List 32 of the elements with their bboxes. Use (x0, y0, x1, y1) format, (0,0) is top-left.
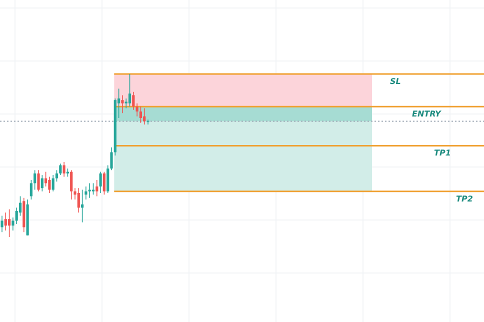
candlestick (128, 74, 132, 107)
ref-line-label: TP2 (456, 194, 474, 204)
candlestick (52, 174, 54, 192)
candlestick (136, 102, 138, 117)
candlestick (102, 171, 106, 196)
candlestick (139, 106, 142, 124)
candlestick (143, 108, 146, 125)
candlestick (99, 171, 102, 194)
candlestick (88, 182, 91, 198)
ref-line-label: ENTRY (412, 110, 442, 119)
candlestick (15, 207, 18, 224)
candlestick (92, 182, 95, 196)
candlestick (121, 94, 124, 114)
candlestick (34, 170, 36, 190)
candlestick (48, 176, 51, 194)
candlestick (18, 196, 22, 216)
candlestick (77, 188, 80, 213)
candlestick (55, 170, 58, 182)
ref-line-label: TP1 (434, 148, 451, 158)
candlestick (0, 215, 4, 233)
candlestick (4, 212, 7, 231)
candlestick (40, 174, 44, 192)
candlestick (8, 208, 11, 238)
candlestick (59, 163, 62, 176)
ref-line-label: SL (390, 77, 401, 86)
candlestick (84, 186, 88, 200)
candlestick (30, 180, 32, 200)
candlestick (132, 92, 135, 110)
candlestick (62, 162, 66, 178)
candlestick (70, 170, 73, 200)
candlestick (37, 170, 40, 192)
candlestick (96, 180, 98, 197)
